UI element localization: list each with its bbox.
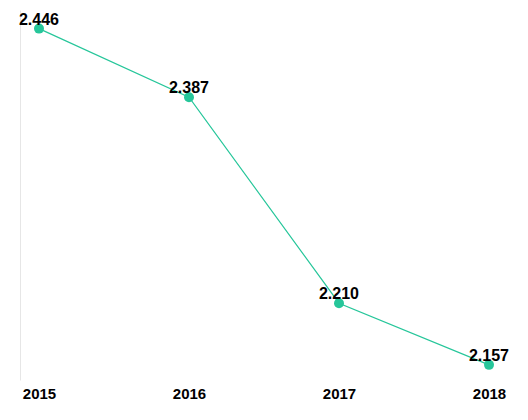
data-labels: 2.446 2.387 2.210 2.157 [19,11,509,364]
data-label: 2.387 [169,79,209,96]
data-label: 2.157 [469,347,509,364]
y-axis [20,11,21,381]
x-axis-line [40,380,490,381]
chart: 2015 2016 2017 2018 2.446 2.387 2.210 2.157 [0,0,528,420]
y-axis-line [20,11,21,381]
x-axis: 2015 2016 2017 2018 [23,380,506,402]
data-label: 2.210 [319,285,359,302]
x-tick: 2018 [473,380,506,402]
plot-area [34,24,494,370]
x-tick-label: 2016 [173,385,206,402]
x-tick-label: 2015 [23,385,56,402]
x-tick: 2016 [173,380,206,402]
line [39,29,489,365]
x-tick: 2015 [23,380,56,402]
x-tick-label: 2017 [323,385,356,402]
x-tick: 2017 [323,380,356,402]
data-label: 2.446 [19,11,59,28]
x-tick-label: 2018 [473,385,506,402]
